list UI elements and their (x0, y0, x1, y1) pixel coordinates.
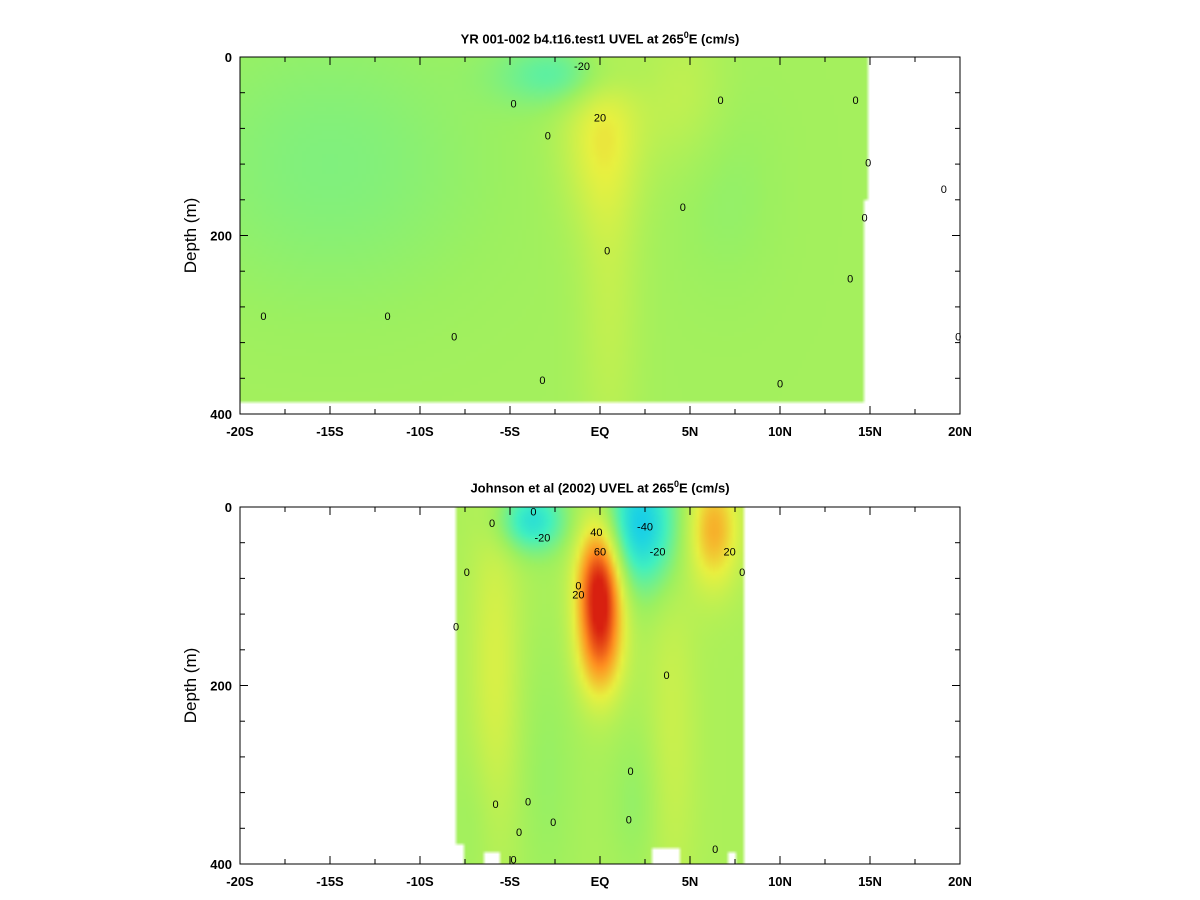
chart-1-x-tick-label: -15S (316, 424, 344, 439)
chart-1-contour-label: 0 (680, 202, 686, 214)
chart-1-title: YR 001-002 b4.t16.test1 UVEL at 2650E (c… (461, 30, 740, 46)
chart-1-contour-label: 0 (385, 311, 391, 323)
chart-1-contour-label: 0 (260, 311, 266, 323)
chart-1-y-tick-label: 400 (210, 407, 232, 422)
chart-2-contour-label: 0 (628, 766, 634, 778)
chart-2-y-tick-label: 400 (210, 857, 232, 872)
chart-2-contour-label: 0 (530, 506, 536, 518)
chart-2-x-tick-label: -20S (226, 874, 254, 889)
chart-2-x-tick-label: 20N (948, 874, 972, 889)
chart-2-contour-label: 0 (664, 670, 670, 682)
chart-2-color-field (240, 507, 960, 864)
chart-2-title-prefix: Johnson et al (2002) UVEL at 265 (470, 480, 674, 496)
chart-2-x-tick-label: -15S (316, 874, 344, 889)
chart-1-contour-label: 0 (847, 273, 853, 285)
chart-2-contour-label: 60 (594, 547, 606, 559)
chart-1-x-tick-label: -5S (500, 424, 521, 439)
chart-2-x-tick-label: -10S (406, 874, 434, 889)
chart-2-contour-label: 20 (723, 547, 735, 559)
chart-1-y-tick-label: 200 (210, 229, 232, 244)
chart-1-contour-label: 0 (451, 331, 457, 343)
chart-2-contour-label: 0 (712, 844, 718, 856)
chart-2-contour-label: 20 (572, 589, 584, 601)
chart-2-contour-label: 0 (525, 797, 531, 809)
chart-2-x-tick-label: 5N (682, 874, 699, 889)
chart-2-x-tick-label: 10N (768, 874, 792, 889)
chart-2-contour-label: -20 (534, 532, 550, 544)
chart-2-contour-label: 0 (493, 799, 499, 811)
chart-1-contour-label: 0 (862, 213, 868, 225)
chart-1-contour-label: 0 (718, 95, 724, 107)
chart-1-x-tick-label: 15N (858, 424, 882, 439)
chart-2-title: Johnson et al (2002) UVEL at 2650E (cm/s… (470, 479, 729, 495)
chart-2-contour-label: 0 (739, 567, 745, 579)
chart-1-title-suffix: E (cm/s) (688, 31, 740, 47)
chart-2-contour-label: 0 (511, 855, 517, 867)
chart-1-contour-label: 0 (604, 246, 610, 258)
chart-1-contour-label: 0 (955, 331, 961, 343)
chart-2-contour-label: 0 (626, 814, 632, 826)
chart-1-contour-label: 0 (941, 184, 947, 196)
chart-1-contour-label: 0 (865, 157, 871, 169)
chart-2-x-tick-label: EQ (591, 874, 610, 889)
chart-1-x-tick-label: 5N (682, 424, 699, 439)
chart-1-x-tick-label: 10N (768, 424, 792, 439)
chart-2-x-tick-label: -5S (500, 874, 521, 889)
chart-1-x-tick-label: -20S (226, 424, 254, 439)
chart-1-x-tick-label: EQ (591, 424, 610, 439)
chart-1-y-tick-label: 0 (225, 50, 232, 65)
chart-1-color-field (240, 57, 960, 414)
chart-2-title-suffix: E (cm/s) (678, 480, 730, 496)
chart-1-title-degree: 0 (683, 30, 689, 40)
chart-1-x-tick-label: 20N (948, 424, 972, 439)
chart-2-contour-label: 0 (489, 518, 495, 530)
chart-2-title-degree: 0 (673, 479, 679, 489)
chart-2-contour-label: 0 (575, 581, 581, 593)
chart-2-contour-label: 0 (550, 817, 556, 829)
chart-1-contour-label: -20 (574, 61, 590, 73)
chart-2-y-axis-label: Depth (m) (181, 648, 200, 724)
chart-1-x-tick-label: -10S (406, 424, 434, 439)
chart-1-contour-label: 0 (777, 379, 783, 391)
chart-2-contour-label: 0 (453, 622, 459, 634)
chart-2-contour-label: -20 (650, 547, 666, 559)
chart-2-contour-label: 0 (464, 567, 470, 579)
chart-1-y-axis-label: Depth (m) (181, 198, 200, 274)
chart-1-contour-label: 0 (853, 95, 859, 107)
chart-2-y-tick-label: 0 (225, 500, 232, 515)
chart-2-x-tick-label: 15N (858, 874, 882, 889)
chart-1-contour-label: 0 (545, 131, 551, 143)
chart-2-y-tick-label: 200 (210, 679, 232, 694)
chart-2-contour-label: 40 (590, 527, 602, 539)
chart-1-contour-label: 0 (511, 98, 517, 110)
chart-1-title-prefix: YR 001-002 b4.t16.test1 UVEL at 265 (460, 31, 684, 47)
chart-1-contour-label: 0 (539, 375, 545, 387)
chart-2-contour-label: -40 (637, 522, 653, 534)
chart-2-contour-label: 0 (516, 827, 522, 839)
chart-1-contour-label: 20 (594, 113, 606, 125)
